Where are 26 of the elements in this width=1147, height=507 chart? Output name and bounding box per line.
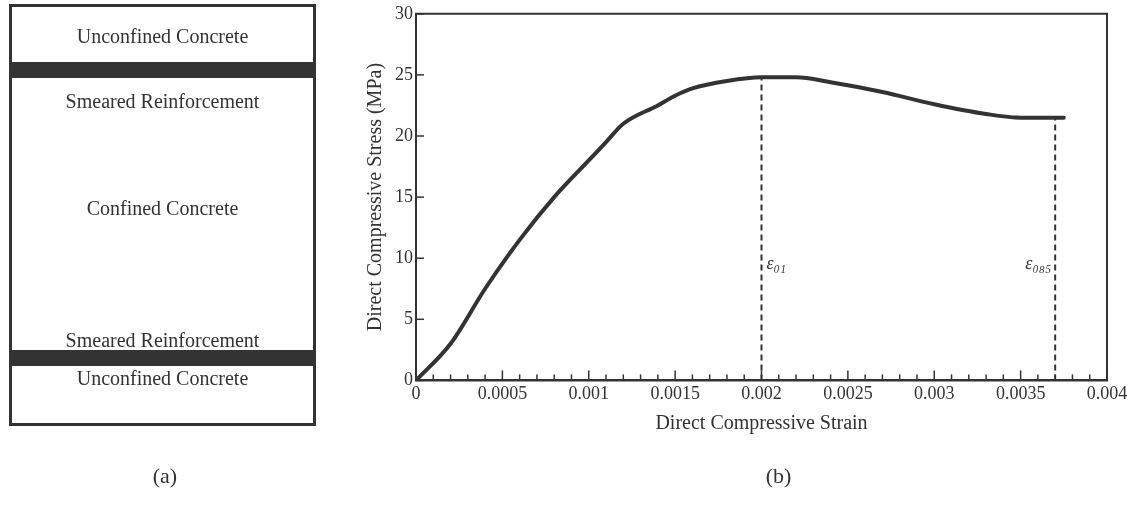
text: Smeared Reinforcement — [64, 329, 261, 352]
x-tick-label: 0.001 — [568, 382, 609, 403]
text: Confined Concrete — [85, 197, 240, 220]
text: Unconfined Concrete — [75, 367, 250, 390]
y-tick-label: 30 — [395, 2, 413, 23]
y-tick-label: 25 — [395, 63, 413, 84]
x-tick-label: 0.0005 — [477, 382, 528, 403]
x-tick-label: 0.0035 — [995, 382, 1046, 403]
y-tick-label: 0 — [404, 369, 413, 390]
text: Unconfined Concrete — [75, 25, 250, 48]
y-tick-label: 10 — [395, 246, 413, 267]
text: Smeared Reinforcement — [64, 90, 261, 113]
x-tick-label: 0.004 — [1086, 382, 1128, 403]
text: (a) — [151, 463, 179, 489]
y-axis-title: Direct Compressive Stress (MPa) — [363, 62, 387, 332]
x-tick-label: 0.002 — [741, 382, 782, 403]
ref-line-label: ε₀₁ — [766, 253, 787, 274]
x-tick-label: 0.003 — [914, 382, 955, 403]
x-tick-label: 0.0015 — [650, 382, 700, 403]
x-tick-label: 0.0025 — [823, 382, 873, 403]
y-tick-label: 15 — [395, 185, 413, 206]
y-tick-label: 5 — [404, 308, 413, 329]
text: (b) — [764, 463, 793, 489]
ref-line-label: ε₀₈₅ — [1025, 253, 1052, 274]
x-axis-title: Direct Compressive Strain — [655, 411, 868, 435]
y-tick-label: 20 — [395, 124, 413, 145]
